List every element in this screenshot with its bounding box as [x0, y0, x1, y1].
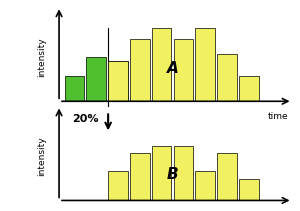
- Text: A: A: [167, 61, 178, 76]
- Text: B: B: [167, 167, 178, 182]
- Bar: [64, 76, 84, 101]
- Bar: [86, 57, 106, 101]
- Text: 20%: 20%: [72, 114, 98, 124]
- Bar: [108, 61, 128, 101]
- Bar: [130, 153, 150, 200]
- Bar: [217, 54, 237, 101]
- Bar: [108, 171, 128, 200]
- Bar: [217, 153, 237, 200]
- Text: time: time: [268, 112, 288, 121]
- Bar: [152, 146, 171, 200]
- Bar: [130, 39, 150, 101]
- Text: intensity: intensity: [37, 38, 46, 77]
- Text: intensity: intensity: [37, 137, 46, 176]
- Bar: [152, 28, 171, 101]
- Bar: [239, 76, 259, 101]
- Bar: [195, 171, 215, 200]
- Bar: [174, 146, 193, 200]
- Bar: [108, 61, 128, 101]
- Bar: [239, 179, 259, 200]
- Bar: [174, 39, 193, 101]
- Bar: [195, 28, 215, 101]
